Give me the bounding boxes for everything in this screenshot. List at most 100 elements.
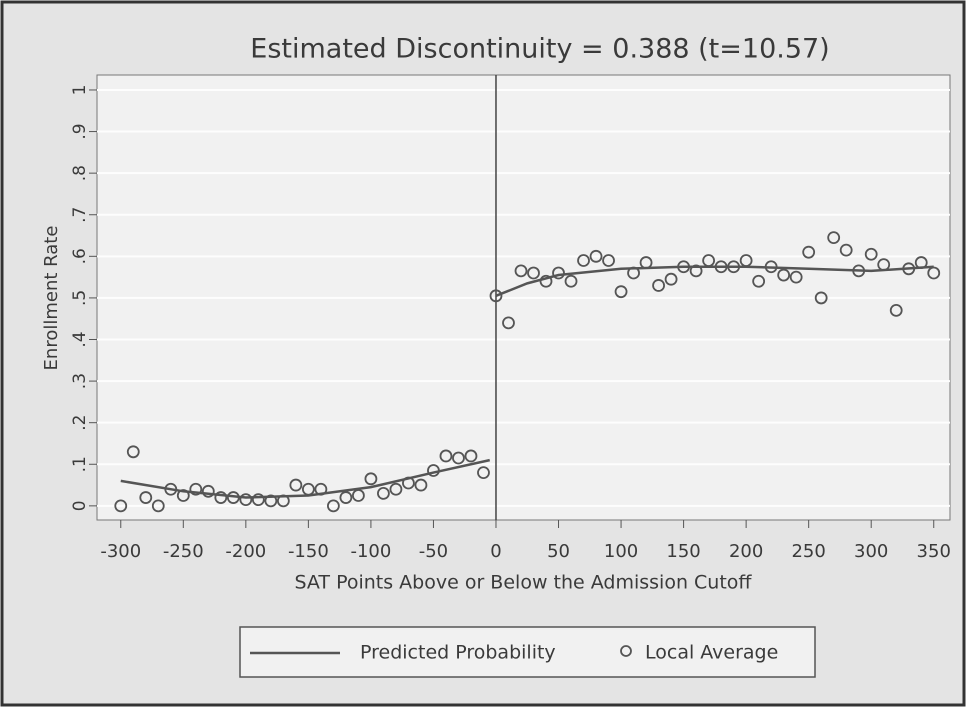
point (839, 243, 853, 257)
point (689, 264, 703, 278)
point (889, 303, 903, 317)
point (902, 262, 916, 276)
y-tick-label: .9 (70, 123, 90, 139)
point (489, 289, 503, 303)
x-tick-label: 150 (666, 541, 700, 562)
point (114, 499, 128, 513)
point (201, 484, 215, 498)
point (239, 493, 253, 507)
y-tick-label: .4 (70, 331, 90, 347)
x-tick-label: 50 (547, 541, 570, 562)
point (614, 285, 628, 299)
x-axis-label: SAT Points Above or Below the Admission … (294, 572, 752, 594)
point (289, 478, 303, 492)
point (151, 499, 165, 513)
point (464, 449, 478, 463)
x-tick-label: -250 (163, 541, 204, 562)
y-tick-label: .7 (70, 207, 90, 223)
point (251, 493, 265, 507)
point (452, 451, 465, 465)
fit-line (495, 265, 934, 297)
point (914, 256, 928, 269)
point (589, 249, 603, 263)
x-tick-label: -200 (225, 541, 266, 562)
point (602, 254, 615, 267)
point (226, 491, 240, 504)
point (652, 279, 665, 292)
legend-marker-swatch (620, 645, 632, 657)
point (739, 254, 753, 267)
point (714, 260, 728, 274)
point (414, 478, 428, 492)
y-axis-label: Enrollment Rate (41, 226, 62, 371)
y-tick-label: .6 (70, 248, 90, 264)
point (276, 494, 290, 508)
point (514, 264, 528, 278)
point (126, 445, 140, 459)
x-tick-label: 300 (854, 541, 888, 562)
point (827, 231, 841, 245)
point (427, 464, 440, 477)
y-tick-label: .2 (70, 415, 90, 431)
point (627, 266, 640, 280)
legend-label: Local Average (645, 642, 778, 664)
point (927, 266, 941, 280)
point (564, 274, 578, 288)
y-tick-label: .1 (70, 456, 90, 472)
point (314, 482, 328, 496)
point (502, 316, 515, 330)
point (864, 247, 878, 261)
point (764, 260, 778, 274)
point (189, 482, 203, 496)
point (377, 486, 390, 500)
point (301, 482, 315, 496)
point (639, 256, 653, 269)
point (552, 266, 565, 280)
point (877, 258, 891, 272)
point (164, 482, 178, 496)
x-tick-label: 350 (917, 541, 951, 562)
point (814, 291, 828, 305)
point (577, 254, 590, 267)
point (439, 449, 453, 463)
point (477, 466, 490, 479)
legend-label: Predicted Probability (360, 642, 556, 664)
point (727, 260, 741, 274)
point (389, 482, 403, 496)
point (752, 274, 766, 288)
y-tick-label: .3 (70, 373, 90, 389)
point (802, 245, 816, 259)
point (539, 274, 553, 288)
x-tick-label: -50 (419, 541, 448, 562)
point (852, 264, 866, 278)
y-tick-label: 1 (70, 85, 90, 96)
point (527, 266, 540, 280)
point (364, 472, 378, 486)
point (214, 491, 228, 504)
point (326, 499, 340, 513)
y-tick-label: .8 (70, 165, 90, 181)
point (139, 491, 153, 504)
x-tick-label: 250 (791, 541, 825, 562)
point (402, 476, 415, 490)
x-tick-label: -300 (100, 541, 141, 562)
point (789, 270, 803, 284)
y-tick-label: 0 (70, 500, 90, 511)
point (664, 272, 678, 286)
x-tick-label: 100 (604, 541, 638, 562)
point (702, 254, 716, 267)
x-tick-label: -100 (350, 541, 391, 562)
y-tick-label: .5 (70, 290, 90, 306)
point (176, 489, 190, 502)
point (352, 489, 365, 502)
x-tick-label: 0 (490, 541, 501, 562)
point (339, 491, 353, 504)
point (777, 268, 791, 282)
point (264, 494, 278, 508)
point (677, 260, 690, 274)
x-tick-label: -150 (288, 541, 329, 562)
x-tick-label: 200 (729, 541, 763, 562)
chart-title: Estimated Discontinuity = 0.388 (t=10.57… (250, 34, 829, 65)
